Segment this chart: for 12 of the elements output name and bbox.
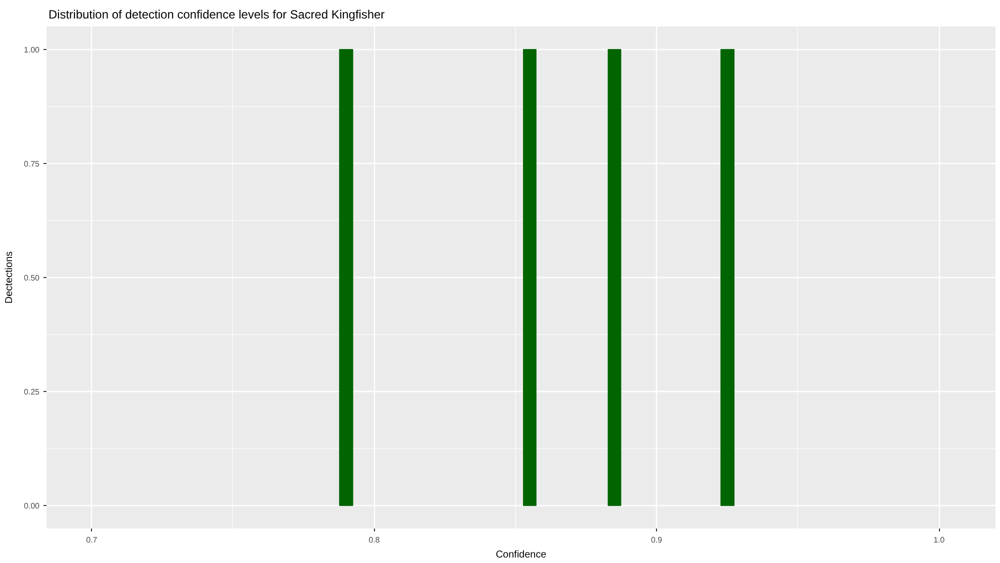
x-axis-title: Confidence bbox=[496, 550, 547, 560]
chart-title: Distribution of detection confidence levels for Sacred Kingfisher bbox=[48, 8, 385, 22]
x-tick-label: 1.0 bbox=[933, 536, 946, 544]
y-tick-label: 0.25 bbox=[24, 388, 40, 397]
y-tick-label: 1.00 bbox=[24, 45, 40, 54]
y-tick-label: 0.00 bbox=[24, 502, 40, 511]
x-tick-label: 0.9 bbox=[651, 536, 663, 544]
y-tick-label: 0.75 bbox=[24, 159, 40, 168]
x-tick-label: 0.7 bbox=[86, 536, 98, 544]
y-axis-title: Dectections bbox=[4, 251, 15, 304]
y-tick-label: 0.50 bbox=[24, 274, 40, 282]
x-tick-label: 0.8 bbox=[368, 536, 380, 544]
